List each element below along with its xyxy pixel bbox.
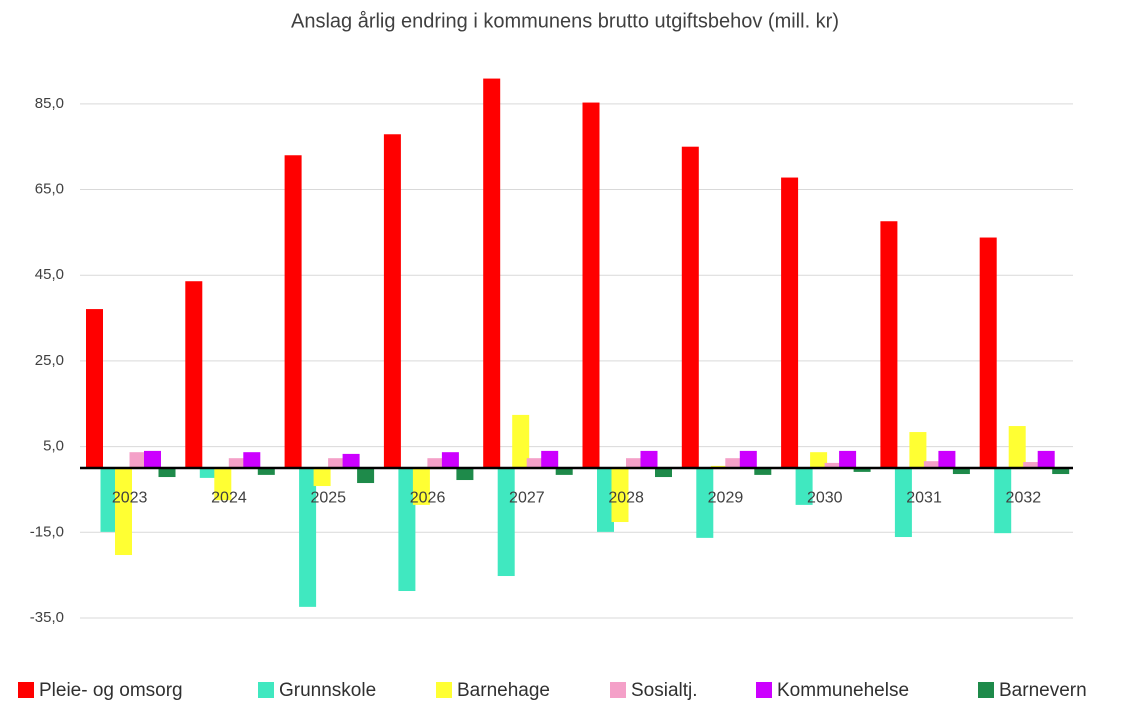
legend-swatch	[258, 682, 274, 698]
bar	[582, 102, 600, 469]
x-tick-label: 2026	[410, 489, 446, 506]
y-tick-label: 45,0	[35, 266, 64, 283]
legend-swatch	[18, 682, 34, 698]
bar	[243, 452, 261, 469]
bar	[979, 237, 997, 469]
bar	[342, 453, 360, 469]
bar	[611, 468, 629, 523]
bar	[129, 452, 147, 469]
bar	[383, 134, 401, 469]
bar	[214, 468, 232, 501]
bar	[754, 468, 772, 475]
bar	[284, 155, 302, 469]
bar	[655, 468, 672, 478]
bar	[1023, 462, 1041, 469]
bar	[681, 146, 699, 469]
bar	[725, 458, 743, 469]
bar	[739, 450, 757, 469]
bar	[795, 468, 813, 505]
legend-swatch	[978, 682, 994, 698]
legend-label: Barnehage	[457, 680, 550, 701]
bar	[597, 468, 614, 532]
bar	[483, 78, 501, 469]
x-tick-label: 2029	[708, 489, 744, 506]
bar	[1037, 450, 1055, 469]
bar	[824, 462, 842, 469]
bar	[853, 468, 871, 472]
y-tick-label: 5,0	[43, 438, 64, 455]
bar	[100, 468, 118, 532]
bar	[299, 468, 317, 607]
bar	[456, 468, 474, 481]
x-tick-label: 2031	[906, 489, 942, 506]
x-tick-label: 2027	[509, 489, 545, 506]
legend-swatch	[610, 682, 626, 698]
bar	[938, 450, 956, 469]
bar	[1008, 426, 1026, 469]
y-tick-label: 85,0	[35, 95, 64, 112]
bar	[257, 468, 275, 475]
x-tick-label: 2023	[112, 489, 148, 506]
bar	[398, 468, 416, 592]
bar	[1052, 468, 1070, 475]
bar	[952, 468, 970, 475]
bar	[328, 458, 346, 469]
bar	[810, 452, 828, 469]
legend-swatch	[756, 682, 772, 698]
bar	[839, 450, 857, 469]
y-tick-label: -15,0	[30, 523, 64, 540]
bar	[86, 309, 103, 469]
bar	[199, 468, 217, 478]
bar	[412, 468, 430, 505]
x-tick-label: 2032	[1006, 489, 1042, 506]
y-tick-label: -35,0	[30, 609, 64, 626]
bar	[541, 450, 559, 469]
bar	[115, 468, 132, 556]
bar	[512, 414, 530, 469]
bar	[497, 468, 515, 577]
bar	[144, 450, 161, 469]
x-tick-label: 2025	[310, 489, 346, 506]
bar	[781, 177, 799, 469]
legend-label: Kommunehelse	[777, 680, 909, 701]
bar	[696, 468, 714, 538]
bar	[894, 468, 912, 538]
legend-swatch	[436, 682, 452, 698]
chart-title: Anslag årlig endring i kommunens brutto …	[291, 10, 839, 32]
x-tick-label: 2028	[608, 489, 644, 506]
bar	[313, 468, 331, 487]
legend-label: Barnevern	[999, 680, 1087, 701]
bar	[626, 458, 643, 469]
x-tick-label: 2030	[807, 489, 843, 506]
legend-label: Grunnskole	[279, 680, 376, 701]
legend-label: Pleie- og omsorg	[39, 680, 183, 701]
bar	[909, 432, 927, 469]
bar	[427, 458, 445, 469]
bar	[158, 468, 176, 478]
bar	[228, 458, 246, 469]
bar	[923, 461, 941, 469]
x-tick-label: 2024	[211, 489, 247, 506]
y-tick-label: 25,0	[35, 352, 64, 369]
bar	[880, 221, 898, 469]
bar	[555, 468, 573, 475]
bar	[357, 468, 375, 484]
y-tick-label: 65,0	[35, 181, 64, 198]
bar	[640, 450, 658, 469]
bar	[526, 458, 544, 469]
bar	[441, 452, 459, 469]
legend-label: Sosialtj.	[631, 680, 698, 701]
bar	[994, 468, 1012, 534]
bar	[185, 281, 203, 469]
